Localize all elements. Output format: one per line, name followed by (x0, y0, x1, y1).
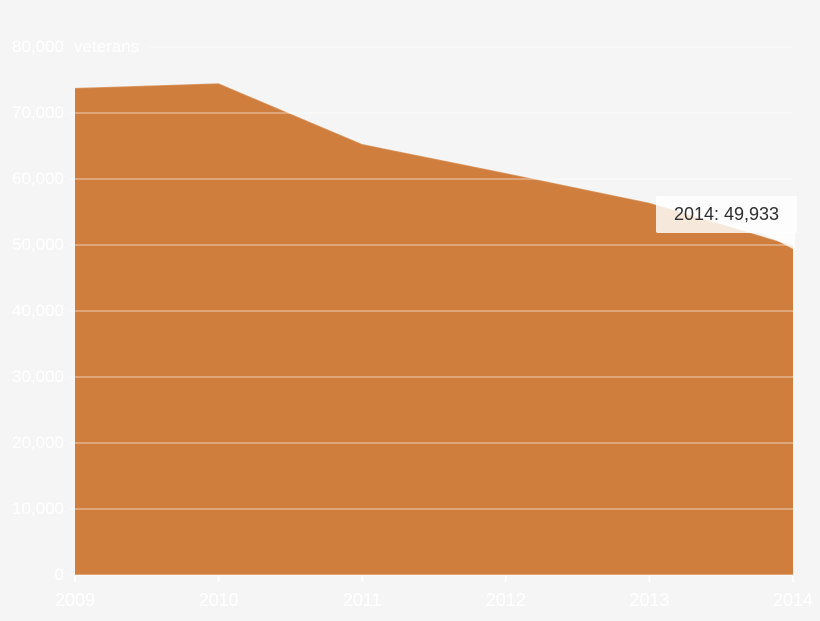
y-axis-tick-label: 10,000 (12, 499, 64, 518)
y-axis-tick-label: 60,000 (12, 169, 64, 188)
y-axis-tick-label: 40,000 (12, 301, 64, 320)
x-axis-tick-label: 2011 (342, 590, 382, 610)
y-axis-tick-label: 80,000 (12, 37, 64, 56)
y-axis-tick-label: 20,000 (12, 433, 64, 452)
tooltip-pointer (760, 232, 795, 250)
x-axis-tick-label: 2012 (485, 590, 526, 610)
x-axis-tick-label: 2009 (54, 590, 96, 610)
x-axis-tick-label: 2014 (772, 590, 814, 610)
y-axis-unit-label: veterans (74, 37, 140, 56)
y-axis-tick-label: 30,000 (12, 367, 64, 386)
x-axis-tick-label: 2013 (629, 590, 670, 610)
y-axis-tick-label: 50,000 (12, 235, 64, 254)
x-axis-tick-label: 2010 (198, 590, 239, 610)
y-axis-tick-label: 70,000 (12, 103, 64, 122)
tooltip: 2014: 49,933 (656, 196, 797, 233)
area-series[interactable] (75, 83, 793, 576)
tooltip-label: 2014: 49,933 (673, 204, 780, 224)
y-axis-tick-label: 0 (54, 565, 64, 584)
